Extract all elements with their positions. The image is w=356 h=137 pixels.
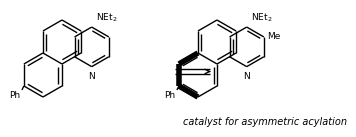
Text: Ph: Ph — [164, 91, 175, 100]
Text: catalyst for asymmetric acylation: catalyst for asymmetric acylation — [183, 117, 347, 127]
Text: NEt$_2$: NEt$_2$ — [96, 12, 117, 24]
Text: N: N — [243, 72, 250, 81]
Text: N: N — [88, 72, 95, 81]
Text: Ph: Ph — [9, 91, 20, 100]
Text: Me: Me — [267, 32, 280, 42]
Text: NEt$_2$: NEt$_2$ — [251, 12, 272, 24]
